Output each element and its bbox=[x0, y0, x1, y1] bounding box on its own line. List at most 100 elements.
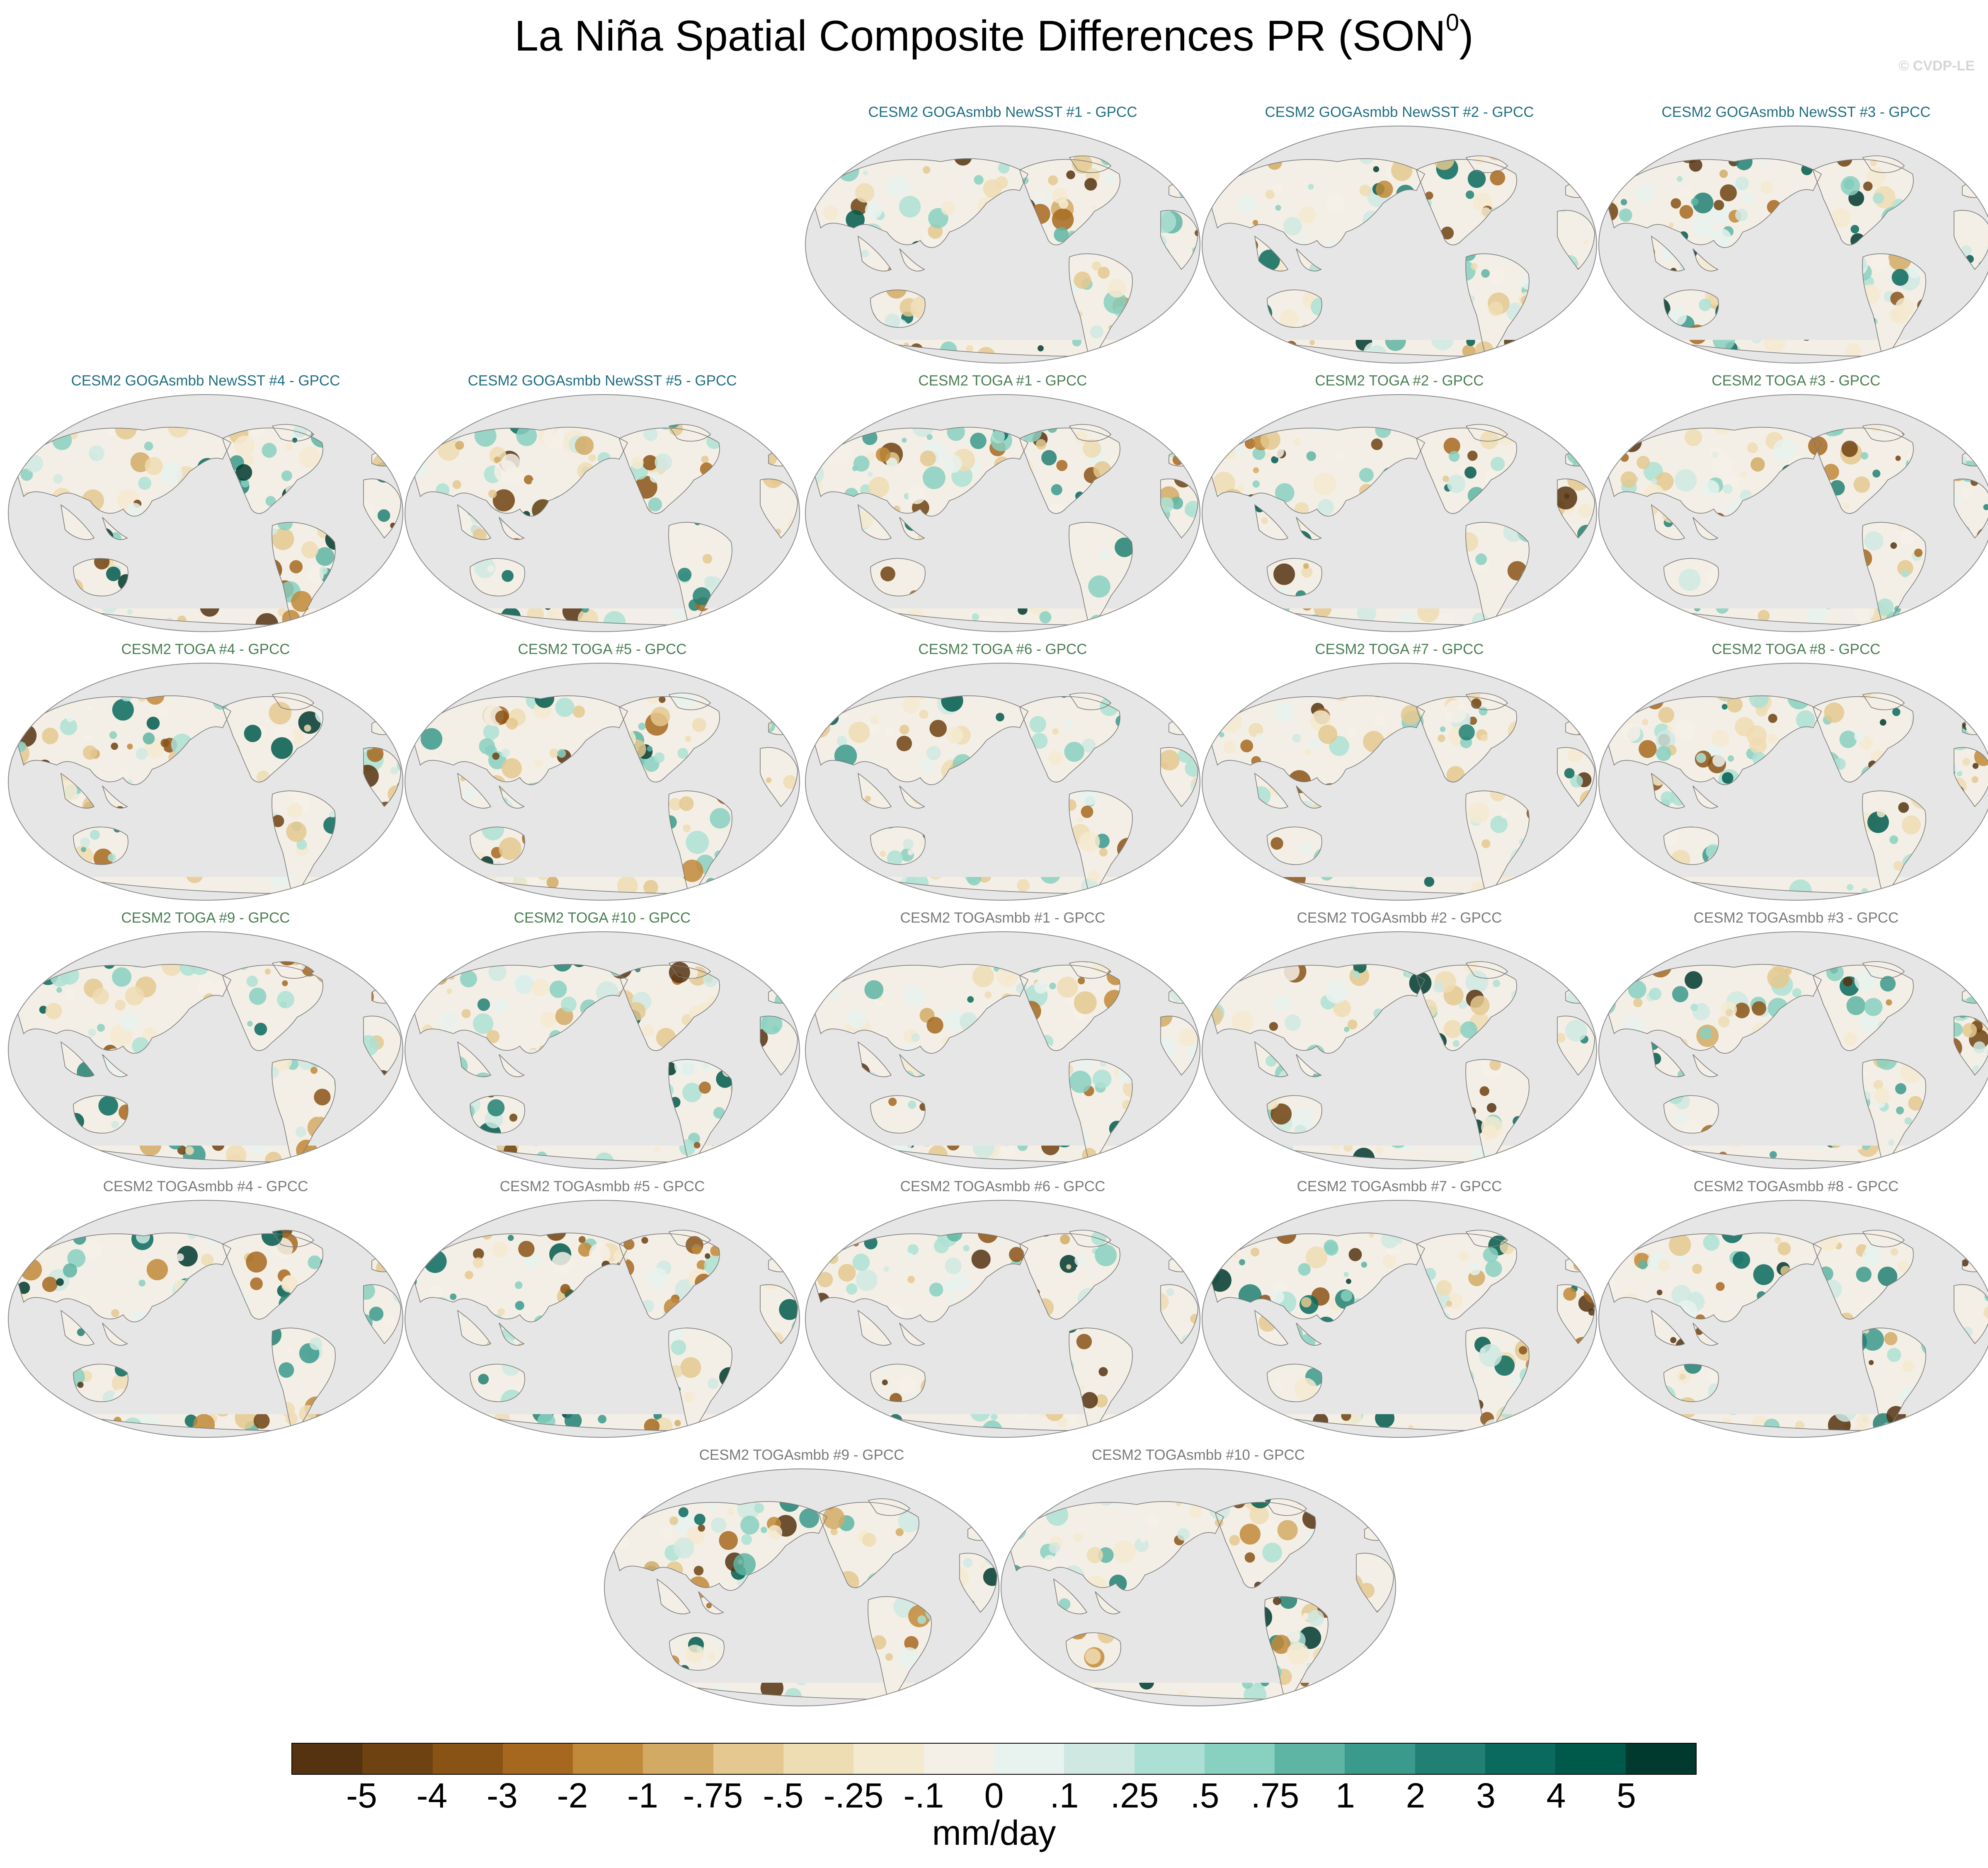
colorbar-ticks: -5 -4 -3 -2 -1 -.75 -.5 -.25 -.1 0 .1 .25 .5 .75 1 2 3 4 5 bbox=[291, 1778, 1697, 1815]
coastline-namerica bbox=[1813, 159, 1914, 245]
coastline-samerica bbox=[272, 1328, 336, 1434]
colorbar-swatch bbox=[994, 1744, 1064, 1774]
map-panel: CESM2 GOGAsmbb NewSST #5 - GPCC bbox=[404, 371, 801, 637]
coastline-samerica bbox=[668, 1328, 732, 1434]
coastline-eurasia bbox=[812, 158, 1029, 248]
map-border bbox=[1202, 931, 1597, 1169]
coastline-seasia bbox=[60, 504, 128, 540]
panel-title: CESM2 TOGA #9 - GPCC bbox=[121, 910, 290, 926]
coastline-namerica bbox=[1416, 159, 1517, 245]
panel-title: CESM2 TOGAsmbb #7 - GPCC bbox=[1297, 1178, 1502, 1194]
map-border bbox=[8, 1200, 403, 1438]
coastline-australia bbox=[1267, 558, 1322, 596]
coastline-samerica bbox=[1069, 790, 1133, 896]
coastline-seasia bbox=[857, 1310, 925, 1346]
map-border bbox=[8, 931, 403, 1169]
coastline-seasia bbox=[60, 1041, 128, 1077]
coastline-africa bbox=[1954, 210, 1988, 270]
coastline-australia bbox=[1267, 1364, 1322, 1402]
panel-title: CESM2 GOGAsmbb NewSST #4 - GPCC bbox=[71, 373, 340, 389]
colorbar-tick-label: -.5 bbox=[763, 1776, 804, 1815]
panel-title: CESM2 TOGA #1 - GPCC bbox=[918, 373, 1087, 389]
coastline-namerica bbox=[1416, 964, 1517, 1051]
map-panel: CESM2 TOGA #9 - GPCC bbox=[7, 909, 404, 1174]
world-map bbox=[1598, 1200, 1988, 1438]
coastline-australia bbox=[73, 1364, 128, 1402]
coastline-australia bbox=[870, 1364, 926, 1402]
colorbar-swatch bbox=[1485, 1744, 1556, 1774]
map-panel: CESM2 TOGAsmbb #10 - GPCC bbox=[1000, 1446, 1397, 1711]
coastline-namerica bbox=[1416, 696, 1517, 783]
colorbar-tick-label: -.1 bbox=[903, 1776, 944, 1815]
coastline-namerica bbox=[1019, 159, 1120, 245]
coastline-namerica bbox=[1416, 427, 1517, 514]
coastline-samerica bbox=[1862, 790, 1926, 896]
coastline-namerica bbox=[619, 696, 720, 783]
coastline-eurasia bbox=[15, 695, 232, 785]
coastline-greenland bbox=[272, 961, 315, 979]
credit-label: © CVDP-LE bbox=[1898, 58, 1975, 74]
coastline-eurasia bbox=[412, 695, 628, 785]
coastline-samerica bbox=[1465, 1328, 1530, 1434]
coastline-africa bbox=[760, 478, 798, 539]
coastline-eurasia bbox=[812, 1232, 1029, 1323]
coastline-africa bbox=[363, 1015, 401, 1076]
panel-title: CESM2 TOGA #7 - GPCC bbox=[1315, 641, 1484, 657]
coastline-australia bbox=[470, 1364, 525, 1402]
coastline-australia bbox=[1663, 1364, 1719, 1402]
colorbar-swatch bbox=[1555, 1744, 1626, 1774]
world-map bbox=[405, 394, 800, 632]
coastline-samerica bbox=[272, 1059, 336, 1165]
coastline-eurasia bbox=[1209, 158, 1426, 248]
map-panel: CESM2 TOGAsmbb #8 - GPCC bbox=[1598, 1177, 1988, 1442]
coastline-australia bbox=[870, 826, 926, 865]
world-map bbox=[8, 394, 403, 632]
colorbar-swatch bbox=[292, 1744, 363, 1774]
world-map bbox=[1202, 1200, 1597, 1438]
coastline-namerica bbox=[1416, 1233, 1517, 1320]
panel-title: CESM2 TOGA #5 - GPCC bbox=[518, 641, 687, 657]
map-border bbox=[1202, 663, 1597, 901]
map-border bbox=[1202, 1200, 1597, 1438]
colorbar-tick-label: -.25 bbox=[823, 1776, 884, 1815]
coastline-eurasia bbox=[412, 1232, 628, 1323]
coastline-greenland bbox=[1069, 155, 1112, 173]
coastline-australia bbox=[73, 826, 128, 865]
panel-title: CESM2 TOGAsmbb #9 - GPCC bbox=[699, 1447, 904, 1463]
coastline-eurasia bbox=[1209, 964, 1426, 1054]
world-map bbox=[405, 1200, 800, 1438]
coastline-eurasia bbox=[1605, 426, 1822, 517]
map-border bbox=[805, 394, 1200, 632]
coastline-africa bbox=[760, 1284, 798, 1345]
map-border bbox=[1598, 663, 1988, 901]
colorbar-swatch bbox=[643, 1744, 713, 1774]
colorbar-tick-label: .1 bbox=[1050, 1776, 1079, 1815]
coastline-seasia bbox=[1651, 235, 1719, 271]
coastline-africa bbox=[1954, 747, 1988, 807]
map-border bbox=[805, 126, 1200, 363]
coastline-africa bbox=[1954, 1284, 1988, 1345]
map-border bbox=[1598, 1200, 1988, 1438]
coastline-greenland bbox=[868, 1498, 911, 1516]
colorbar-tick-label: .25 bbox=[1110, 1776, 1159, 1815]
coastline-africa bbox=[760, 1015, 798, 1076]
world-map bbox=[1598, 126, 1988, 363]
coastline-namerica bbox=[1813, 427, 1914, 514]
coastline-samerica bbox=[668, 522, 732, 628]
coastline-samerica bbox=[1465, 253, 1530, 359]
coastline-seasia bbox=[656, 1578, 724, 1614]
map-border bbox=[604, 1468, 999, 1706]
coastline-samerica bbox=[668, 790, 732, 896]
map-panel: CESM2 TOGA #1 - GPCC bbox=[804, 371, 1201, 637]
colorbar-swatch bbox=[1204, 1744, 1275, 1774]
map-panel: CESM2 TOGA #2 - GPCC bbox=[1201, 371, 1598, 637]
coastline-seasia bbox=[1254, 1041, 1322, 1077]
coastline-eurasia bbox=[412, 964, 628, 1054]
coastline-greenland bbox=[1264, 1498, 1307, 1516]
coastline-eurasia bbox=[15, 426, 232, 517]
panel-title: CESM2 TOGA #6 - GPCC bbox=[918, 641, 1087, 657]
coastline-australia bbox=[870, 289, 926, 328]
world-map bbox=[8, 1200, 403, 1438]
colorbar-tick-label: -3 bbox=[487, 1776, 518, 1815]
panel-title: CESM2 GOGAsmbb NewSST #3 - GPCC bbox=[1661, 104, 1931, 120]
